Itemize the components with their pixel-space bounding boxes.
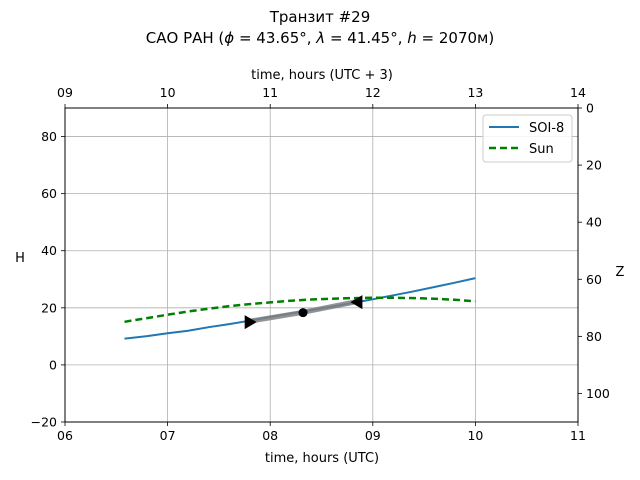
y-tick-label: 20 bbox=[41, 300, 57, 315]
x-top-tick-label: 10 bbox=[160, 85, 176, 100]
x-top-tick-label: 09 bbox=[57, 85, 73, 100]
legend-label-sun: Sun bbox=[529, 142, 554, 157]
y-axis-label: H bbox=[15, 251, 25, 266]
x-axis-top-label: time, hours (UTC + 3) bbox=[251, 68, 393, 83]
title-h-value: = 2070м) bbox=[417, 29, 494, 47]
x-top-tick-label: 13 bbox=[467, 85, 483, 100]
x-tick-label: 06 bbox=[57, 428, 73, 443]
legend: SOI-8 Sun bbox=[482, 114, 573, 163]
ticks-layer: 06 07 08 09 10 11 09 10 11 12 13 14 −20 0 20 40 60 80 0 20 4… bbox=[31, 85, 610, 443]
title-phi-value: = 43.65°, bbox=[234, 29, 316, 47]
y-axis-right-label: Z bbox=[616, 265, 625, 280]
x-tick-label: 07 bbox=[160, 428, 176, 443]
x-tick-label: 10 bbox=[467, 428, 483, 443]
x-tick-label: 09 bbox=[365, 428, 381, 443]
series-layer bbox=[124, 277, 476, 340]
x-tick-label: 08 bbox=[262, 428, 278, 443]
title-lambda-value: = 41.45°, bbox=[325, 29, 407, 47]
legend-label-soi8: SOI-8 bbox=[529, 121, 564, 136]
title-h: h bbox=[407, 29, 417, 47]
series-line-sun bbox=[124, 296, 476, 324]
transit-end-marker bbox=[350, 295, 363, 310]
chart-title-line2: САО РАН (ϕ = 43.65°, λ = 41.45°, h = 207… bbox=[146, 29, 494, 47]
z-tick-label: 80 bbox=[586, 329, 602, 344]
y-tick-label: 40 bbox=[41, 243, 57, 258]
transit-center-marker bbox=[298, 308, 308, 318]
series-line-soi8 bbox=[124, 277, 476, 340]
title-phi: ϕ bbox=[224, 29, 234, 47]
z-tick-label: 20 bbox=[586, 158, 602, 173]
x-axis-label: time, hours (UTC) bbox=[265, 451, 379, 466]
z-tick-label: 100 bbox=[586, 386, 610, 401]
z-tick-label: 40 bbox=[586, 215, 602, 230]
title-prefix: САО РАН ( bbox=[146, 29, 225, 47]
markers-layer bbox=[244, 295, 363, 330]
chart-title-line1: Транзит #29 bbox=[269, 8, 371, 26]
z-tick-label: 0 bbox=[586, 101, 594, 116]
y-tick-label: −20 bbox=[31, 415, 57, 430]
z-tick-label: 60 bbox=[586, 272, 602, 287]
x-top-tick-label: 12 bbox=[365, 85, 381, 100]
x-top-tick-label: 14 bbox=[570, 85, 586, 100]
y-tick-label: 0 bbox=[49, 357, 57, 372]
x-top-tick-label: 11 bbox=[262, 85, 278, 100]
plot-frame bbox=[64, 107, 579, 423]
x-tick-label: 11 bbox=[570, 428, 586, 443]
title-lambda: λ bbox=[315, 29, 325, 47]
y-tick-label: 60 bbox=[41, 186, 57, 201]
transit-start-marker bbox=[244, 315, 257, 330]
y-tick-label: 80 bbox=[41, 129, 57, 144]
